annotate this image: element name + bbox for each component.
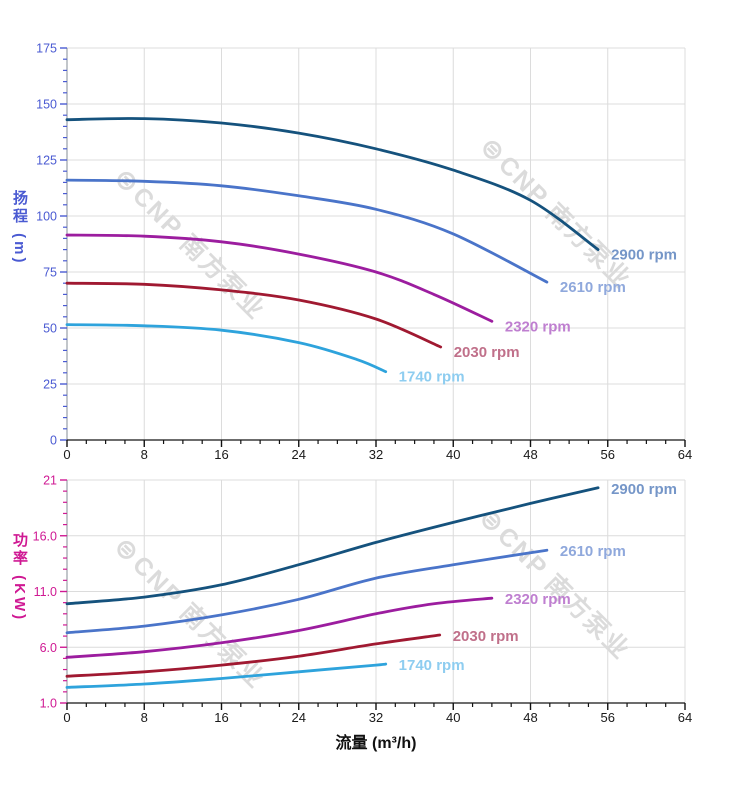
series-2610-rpm: 2610 rpm <box>65 543 626 635</box>
series-label: 2900 rpm <box>611 247 677 264</box>
y-tick-label: 100 <box>36 210 57 224</box>
head-axis-title: 扬程 (m) <box>11 190 28 266</box>
x-tick-label: 24 <box>292 710 306 725</box>
series-2900-rpm: 2900 rpm <box>65 481 677 606</box>
series-1740-rpm: 1740 rpm <box>65 657 465 689</box>
series-label: 2610 rpm <box>560 543 626 560</box>
series-label: 2900 rpm <box>611 481 677 498</box>
y-tick-label: 1.0 <box>40 697 57 711</box>
x-tick-label: 40 <box>446 447 460 462</box>
series-2320-rpm: 2320 rpm <box>65 233 571 335</box>
x-tick-label: 16 <box>214 447 228 462</box>
series-curve <box>65 662 388 689</box>
x-tick-label: 40 <box>446 710 460 725</box>
series-curve <box>65 633 442 678</box>
x-tick-label: 8 <box>141 447 148 462</box>
series-2030-rpm: 2030 rpm <box>65 281 520 361</box>
y-tick-label: 21 <box>43 474 57 488</box>
flow-axis-title: 流量 (m³/h) <box>335 735 417 752</box>
x-tick-label: 8 <box>141 710 148 725</box>
axes <box>60 47 686 447</box>
power-axis-title: 功率 (KW) <box>11 532 28 623</box>
y-tick-label: 0 <box>50 434 57 448</box>
series-label: 2030 rpm <box>453 628 519 645</box>
tick-labels: 1.0 6.0 11.0 16.0 21 0 8 16 24 32 40 48 56 64 <box>33 474 693 726</box>
series-curve <box>65 548 549 635</box>
series-curve <box>65 486 600 606</box>
series-label: 2320 rpm <box>505 591 571 608</box>
series-curve <box>65 178 549 284</box>
x-tick-label: 56 <box>601 447 615 462</box>
y-tick-label: 125 <box>36 154 57 168</box>
series-curve <box>65 323 388 374</box>
y-tick-label: 50 <box>43 322 57 336</box>
head-chart: 0 25 50 75 100 125 150 175 0 8 16 24 32 40 48 56 64 2900 … <box>36 42 692 463</box>
power-chart: 1.0 6.0 11.0 16.0 21 0 8 16 24 32 40 48 56 64 2900 rpm… <box>33 474 693 726</box>
x-tick-label: 32 <box>369 447 383 462</box>
series-2610-rpm: 2610 rpm <box>65 178 626 296</box>
x-tick-label: 0 <box>63 447 70 462</box>
gridlines <box>67 47 686 440</box>
x-tick-label: 24 <box>292 447 306 462</box>
series-label: 2030 rpm <box>454 344 520 361</box>
series-2900-rpm: 2900 rpm <box>65 117 677 264</box>
y-tick-label: 16.0 <box>33 529 57 543</box>
x-tick-label: 16 <box>214 710 228 725</box>
series-curve <box>65 596 494 659</box>
axes <box>60 479 686 710</box>
tick-labels: 0 25 50 75 100 125 150 175 0 8 16 24 32 40 48 56 64 <box>36 42 692 463</box>
series-label: 2320 rpm <box>505 318 571 335</box>
y-tick-label: 175 <box>36 42 57 56</box>
series-label: 1740 rpm <box>399 369 465 386</box>
series-2030-rpm: 2030 rpm <box>65 628 519 678</box>
y-tick-label: 75 <box>43 266 57 280</box>
series-label: 2610 rpm <box>560 279 626 296</box>
x-tick-label: 64 <box>678 710 692 725</box>
series-label: 1740 rpm <box>399 657 465 674</box>
x-tick-label: 64 <box>678 447 692 462</box>
y-tick-label: 25 <box>43 378 57 392</box>
gridlines <box>67 479 686 703</box>
x-tick-label: 32 <box>369 710 383 725</box>
series-curve <box>65 117 600 251</box>
series-1740-rpm: 1740 rpm <box>65 323 465 386</box>
x-tick-label: 56 <box>601 710 615 725</box>
y-tick-label: 11.0 <box>34 585 57 599</box>
x-tick-label: 48 <box>523 710 537 725</box>
series-curve <box>65 233 494 323</box>
series-2320-rpm: 2320 rpm <box>65 591 571 659</box>
y-tick-label: 6.0 <box>40 641 57 655</box>
x-tick-label: 48 <box>523 447 537 462</box>
y-tick-label: 150 <box>36 98 57 112</box>
x-tick-label: 0 <box>63 710 70 725</box>
series-curve <box>65 281 443 349</box>
